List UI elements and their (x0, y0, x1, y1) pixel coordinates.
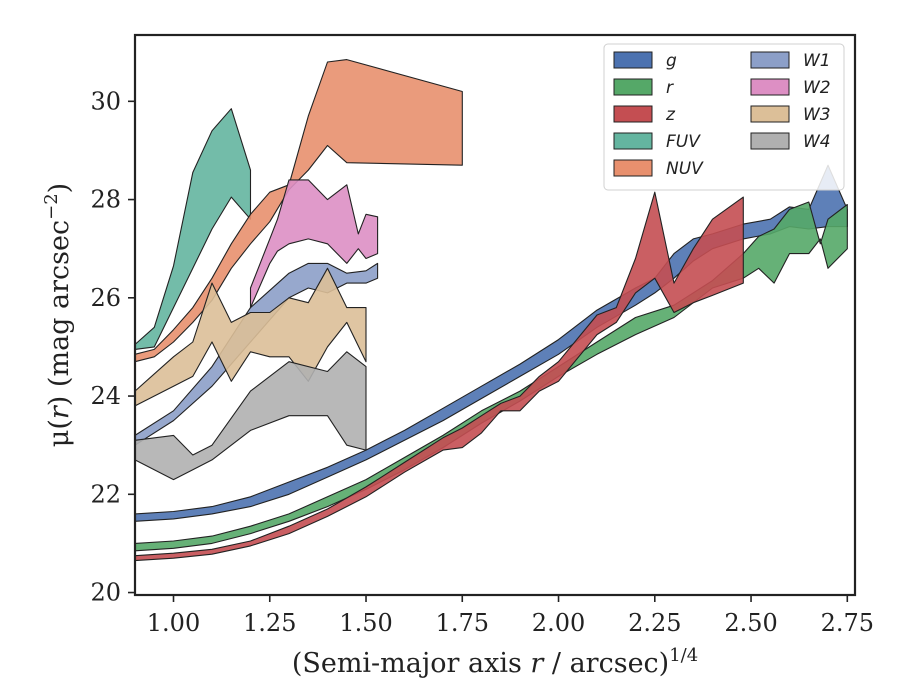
y-tick-label: 22 (90, 480, 121, 508)
legend-swatch-z (613, 105, 653, 123)
y-tick-label: 28 (90, 186, 121, 214)
series-band-nuv (134, 59, 463, 363)
x-tick-label: 1.75 (436, 609, 489, 637)
series-band-z (134, 191, 744, 562)
y-tick-label: 24 (90, 382, 121, 410)
legend-swatch-nuv (613, 159, 653, 177)
x-tick-label: 2.25 (628, 609, 681, 637)
legend-label-w1: W1 (803, 51, 831, 71)
x-tick-label: 2.50 (724, 609, 777, 637)
series-band-w4 (134, 351, 367, 481)
legend-swatch-w4 (750, 132, 790, 150)
legend-swatch-w2 (750, 78, 790, 96)
series-band-fuv (134, 108, 252, 350)
x-tick-label: 1.50 (339, 609, 392, 637)
ticks-layer: 1.00 1.25 1.50 1.75 2.00 2.25 2.50 2.75 20 22 24 26… (90, 87, 874, 637)
x-axis-label: (Semi-major axis r / arcsec)1/4 (292, 645, 698, 679)
x-tick-label: 1.00 (147, 609, 200, 637)
legend-swatch-fuv (613, 132, 653, 150)
legend-swatch-w1 (750, 51, 790, 69)
series-layer (134, 59, 848, 562)
series-band-w2 (249, 179, 379, 309)
x-tick-label: 1.25 (243, 609, 296, 637)
legend-label-r: r (666, 78, 674, 98)
legend-label-z: z (665, 105, 676, 125)
y-axis-label: μ(r) (mag arcsec−2) (41, 183, 75, 447)
legend-swatch-g (613, 51, 653, 69)
y-tick-label: 20 (90, 579, 121, 607)
legend-label-w3: W3 (803, 105, 831, 125)
legend: grz FUV NUV W1 W2 W3 W4 (603, 43, 845, 191)
legend-label-g: g (666, 51, 677, 71)
legend-label-fuv: FUV (666, 132, 701, 152)
legend-swatch-r (613, 78, 653, 96)
y-tick-label: 26 (90, 284, 121, 312)
legend-swatch-w3 (750, 105, 790, 123)
legend-label-w4: W4 (803, 132, 831, 152)
legend-label-w2: W2 (803, 78, 831, 98)
y-tick-label: 30 (90, 87, 121, 115)
legend-label-nuv: NUV (666, 159, 704, 179)
x-tick-label: 2.75 (821, 609, 874, 637)
axes-frame (133, 33, 857, 597)
x-tick-label: 2.00 (532, 609, 585, 637)
